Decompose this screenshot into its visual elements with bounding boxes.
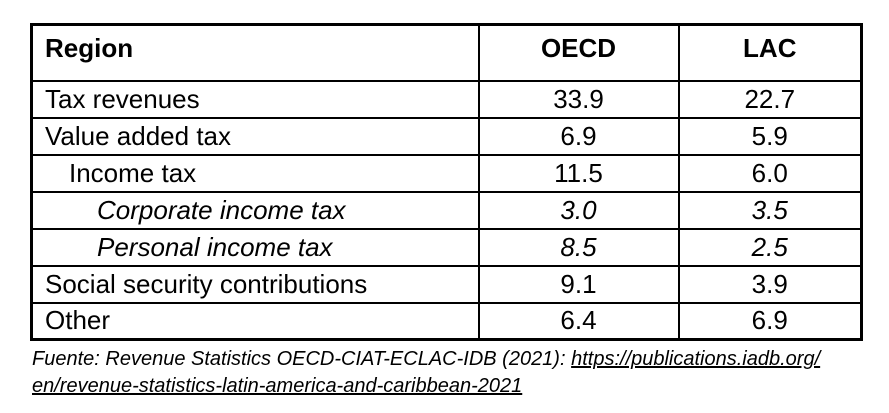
row-label: Value added tax <box>30 116 480 156</box>
table-header-row: Region OECD LAC <box>30 23 863 82</box>
source-link-line1[interactable]: https://publications.iadb.org/ <box>571 348 821 370</box>
row-label: Income tax <box>30 153 480 193</box>
table-row-income-tax: Income tax 11.5 6.0 <box>30 153 863 193</box>
tax-comparison-table: Region OECD LAC Tax revenues 33.9 22.7 V… <box>30 23 863 341</box>
oecd-value: 8.5 <box>477 227 680 267</box>
column-header-region: Region <box>30 23 480 82</box>
lac-value: 2.5 <box>677 227 863 267</box>
table-row-other: Other 6.4 6.9 <box>30 301 863 341</box>
lac-value: 22.7 <box>677 79 863 119</box>
column-header-lac: LAC <box>677 23 863 82</box>
row-label: Social security contributions <box>30 264 480 304</box>
lac-value: 3.5 <box>677 190 863 230</box>
oecd-value: 6.9 <box>477 116 680 156</box>
row-label: Tax revenues <box>30 79 480 119</box>
table-row-value-added-tax: Value added tax 6.9 5.9 <box>30 116 863 156</box>
table-row-social-security-contributions: Social security contributions 9.1 3.9 <box>30 264 863 304</box>
source-citation: Fuente: Revenue Statistics OECD-CIAT-ECL… <box>32 346 820 400</box>
lac-value: 5.9 <box>677 116 863 156</box>
oecd-value: 11.5 <box>477 153 680 193</box>
column-header-oecd: OECD <box>477 23 680 82</box>
table-row-corporate-income-tax: Corporate income tax 3.0 3.5 <box>30 190 863 230</box>
lac-value: 6.0 <box>677 153 863 193</box>
oecd-value: 6.4 <box>477 301 680 341</box>
oecd-value: 9.1 <box>477 264 680 304</box>
oecd-value: 3.0 <box>477 190 680 230</box>
row-label: Corporate income tax <box>30 190 480 230</box>
row-label: Personal income tax <box>30 227 480 267</box>
lac-value: 3.9 <box>677 264 863 304</box>
table-row-tax-revenues: Tax revenues 33.9 22.7 <box>30 79 863 119</box>
oecd-value: 33.9 <box>477 79 680 119</box>
source-link-line2[interactable]: en/revenue-statistics-latin-america-and-… <box>32 375 523 397</box>
lac-value: 6.9 <box>677 301 863 341</box>
table-row-personal-income-tax: Personal income tax 8.5 2.5 <box>30 227 863 267</box>
source-citation-text: Fuente: Revenue Statistics OECD-CIAT-ECL… <box>32 348 572 370</box>
row-label: Other <box>30 301 480 341</box>
